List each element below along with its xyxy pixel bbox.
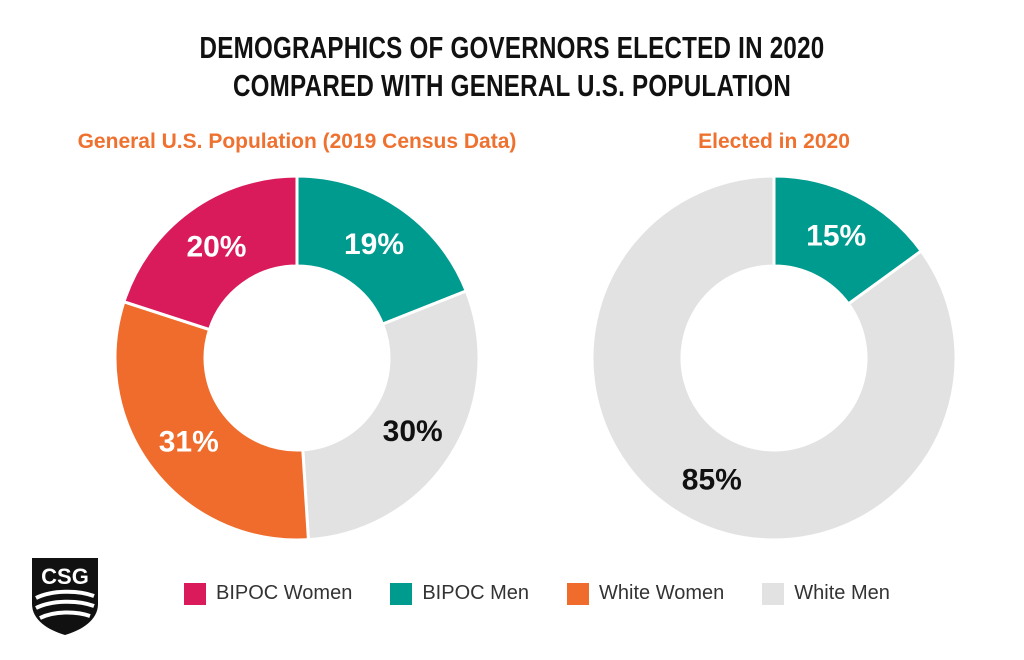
chart-title-line-1: DEMOGRAPHICS OF GOVERNORS ELECTED IN 202…: [199, 30, 825, 65]
csg-logo: CSG: [32, 558, 98, 635]
donut-slice-bipoc-women: [122, 174, 299, 332]
legend-item-white-women: White Women: [567, 582, 724, 605]
slice-label-bipoc-men: 19%: [344, 228, 404, 261]
logo-text: CSG: [41, 564, 89, 589]
chart-title-line-2: COMPARED WITH GENERAL U.S. POPULATION: [232, 68, 792, 103]
donut-slice-bipoc-men: [295, 174, 469, 327]
slice-label-bipoc-men: 15%: [806, 219, 866, 252]
slice-label-bipoc-women: 20%: [186, 231, 246, 264]
legend-label-white-men: White Men: [794, 582, 890, 604]
legend-label-bipoc-men: BIPOC Men: [422, 582, 530, 604]
elected-2020-subtitle: Elected in 2020: [698, 130, 850, 153]
legend: BIPOC Women BIPOC Men White Women White …: [184, 582, 928, 605]
legend-swatch-white-men: [762, 582, 785, 605]
general-population-subtitle: General U.S. Population (2019 Census Dat…: [77, 130, 517, 153]
legend-label-white-women: White Women: [599, 582, 725, 604]
elected-2020-donut: 15% 85%: [590, 174, 958, 542]
general-population-donut: 19% 30% 31% 20%: [113, 174, 481, 542]
legend-swatch-bipoc-women: [184, 582, 206, 605]
legend-item-white-men: White Men: [762, 582, 890, 605]
legend-label-bipoc-women: BIPOC Women: [216, 582, 353, 604]
donut-slice-bipoc-men: [772, 174, 924, 307]
donut-slice-white-women: [113, 299, 311, 542]
donut-slice-white-men: [301, 289, 481, 542]
legend-item-bipoc-men: BIPOC Men: [390, 582, 529, 605]
legend-swatch-white-women: [567, 582, 590, 605]
slice-label-white-women: 31%: [159, 425, 219, 458]
slice-label-white-men: 30%: [383, 415, 443, 448]
legend-item-bipoc-women: BIPOC Women: [184, 582, 352, 605]
donut-slice-white-men: [590, 174, 958, 542]
slice-label-white-men: 85%: [682, 464, 742, 497]
legend-swatch-bipoc-men: [390, 582, 413, 605]
